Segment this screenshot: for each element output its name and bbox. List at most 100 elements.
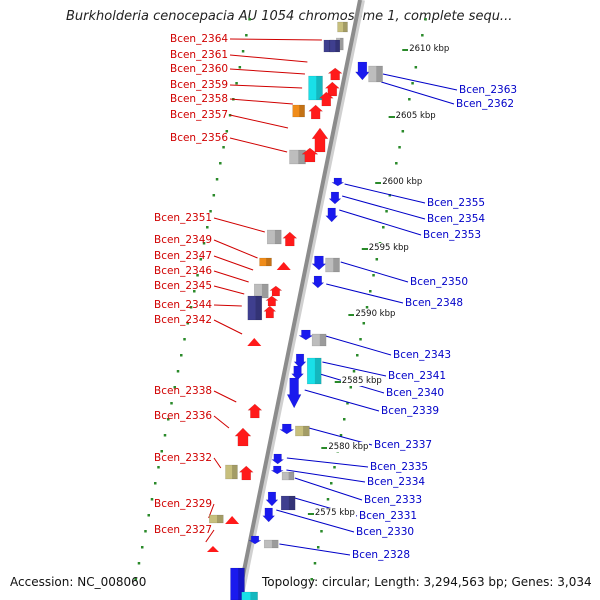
tick-dot <box>333 466 336 469</box>
gene-arrow <box>286 377 302 409</box>
gene-block <box>329 39 341 53</box>
accession-text: Accession: NC_008060 <box>10 575 147 589</box>
tick-dot <box>313 562 317 565</box>
gene-block-shade <box>232 465 238 479</box>
label-connector <box>213 415 230 429</box>
gene-arrow <box>269 285 283 297</box>
tick-dot <box>163 434 167 437</box>
gene-block <box>225 464 238 480</box>
gene-label[interactable]: Bcen_2359 <box>170 79 229 91</box>
gene-label[interactable]: Bcen_2338 <box>154 385 213 397</box>
gene-label[interactable]: Bcen_2342 <box>154 314 213 326</box>
gene-label[interactable]: Bcen_2351 <box>154 212 213 224</box>
gene-label[interactable]: Bcen_2339 <box>381 405 440 417</box>
gene-label[interactable]: Bcen_2327 <box>154 524 213 536</box>
label-connector <box>205 529 215 543</box>
gene-arrow <box>206 546 219 552</box>
gene-label[interactable]: Bcen_2363 <box>459 84 518 96</box>
gene-label[interactable]: Bcen_2329 <box>154 498 213 510</box>
gene-label[interactable]: Bcen_2350 <box>410 276 469 288</box>
gene-block <box>247 295 263 321</box>
label-connector <box>229 137 288 153</box>
gene-label[interactable]: Bcen_2358 <box>170 93 229 105</box>
gene-block-shade <box>343 22 348 32</box>
gene-block <box>308 75 323 101</box>
gene-label[interactable]: Bcen_2336 <box>154 410 213 422</box>
gene-label[interactable]: Bcen_2341 <box>388 370 447 382</box>
gene-label[interactable]: Bcen_2361 <box>170 49 229 61</box>
gene-label[interactable]: Bcen_2330 <box>356 526 415 538</box>
gene-label[interactable]: Bcen_2360 <box>170 63 229 75</box>
gene-block <box>292 104 305 118</box>
gene-arrow <box>270 453 285 465</box>
gene-label[interactable]: Bcen_2355 <box>427 197 486 209</box>
gene-block <box>259 257 272 267</box>
label-connector-layer <box>205 38 458 556</box>
gene-label[interactable]: Bcen_2357 <box>170 109 229 121</box>
tick-dot <box>382 226 385 229</box>
gene-label[interactable]: Bcen_2332 <box>154 452 213 464</box>
gene-block-shade <box>298 150 306 164</box>
tick-dot <box>359 338 362 341</box>
gene-block-shade <box>316 76 323 100</box>
gene-label[interactable]: Bcen_2364 <box>170 33 229 45</box>
gene-label[interactable]: Bcen_2362 <box>456 98 515 110</box>
gene-arrow <box>311 275 325 289</box>
gene-block-shade <box>288 496 296 510</box>
tick-label: 2600 kbp <box>381 177 424 187</box>
gene-label[interactable]: Bcen_2345 <box>154 280 213 292</box>
label-connector <box>213 304 242 307</box>
gene-label[interactable]: Bcen_2347 <box>154 250 213 262</box>
gene-label[interactable]: Bcen_2331 <box>359 510 418 522</box>
tick-dot <box>150 498 154 501</box>
gene-label[interactable]: Bcen_2333 <box>364 494 423 506</box>
gene-label[interactable]: Bcen_2343 <box>393 349 452 361</box>
gene-block <box>209 514 224 524</box>
gene-arrow <box>270 465 285 475</box>
gene-label[interactable]: Bcen_2334 <box>367 476 426 488</box>
tick-label: 2610 kbp <box>408 44 451 54</box>
gene-label[interactable]: Bcen_2344 <box>154 299 213 311</box>
gene-layer <box>206 21 383 600</box>
gene-arrow <box>263 305 277 319</box>
tick-dot <box>398 146 401 149</box>
label-connector <box>213 239 258 259</box>
tick-dot <box>310 578 313 581</box>
gene-label[interactable]: Bcen_2346 <box>154 265 213 277</box>
gene-arrow <box>265 491 279 507</box>
gene-block-shade <box>340 38 344 50</box>
gene-label[interactable]: Bcen_2337 <box>374 439 433 451</box>
gene-label[interactable]: Bcen_2354 <box>427 213 486 225</box>
gene-label[interactable]: Bcen_2340 <box>386 387 445 399</box>
gene-block-shade <box>333 258 340 272</box>
tick-dot <box>173 386 177 389</box>
gene-label[interactable]: Bcen_2356 <box>170 132 229 144</box>
label-connector <box>229 68 305 75</box>
tick-dot <box>369 290 372 293</box>
gene-label[interactable]: Bcen_2349 <box>154 234 213 246</box>
tick-dot <box>209 210 212 213</box>
gene-label[interactable]: Bcen_2328 <box>352 549 411 561</box>
tick-dot <box>219 162 222 165</box>
gene-arrow <box>330 177 345 187</box>
gene-label[interactable]: Bcen_2335 <box>370 461 429 473</box>
label-connector <box>325 335 392 356</box>
gene-label[interactable]: Bcen_2348 <box>405 297 464 309</box>
backbone-line <box>236 0 362 600</box>
tick-dot <box>199 258 203 261</box>
label-connector <box>213 285 245 295</box>
tick-dot <box>157 466 160 469</box>
tick-dot <box>349 386 353 389</box>
tick-dot <box>140 546 144 549</box>
gene-block-shade <box>274 230 282 244</box>
tick-dot <box>424 18 427 21</box>
gene-label[interactable]: Bcen_2353 <box>423 229 482 241</box>
gene-block-shade <box>335 40 340 52</box>
tick-dot <box>196 274 199 277</box>
tick-dot <box>176 370 180 373</box>
gene-arrow <box>328 191 342 205</box>
tick-dot <box>329 482 333 485</box>
label-connector <box>304 389 380 412</box>
tick-label: 2585 kbp <box>340 376 383 386</box>
